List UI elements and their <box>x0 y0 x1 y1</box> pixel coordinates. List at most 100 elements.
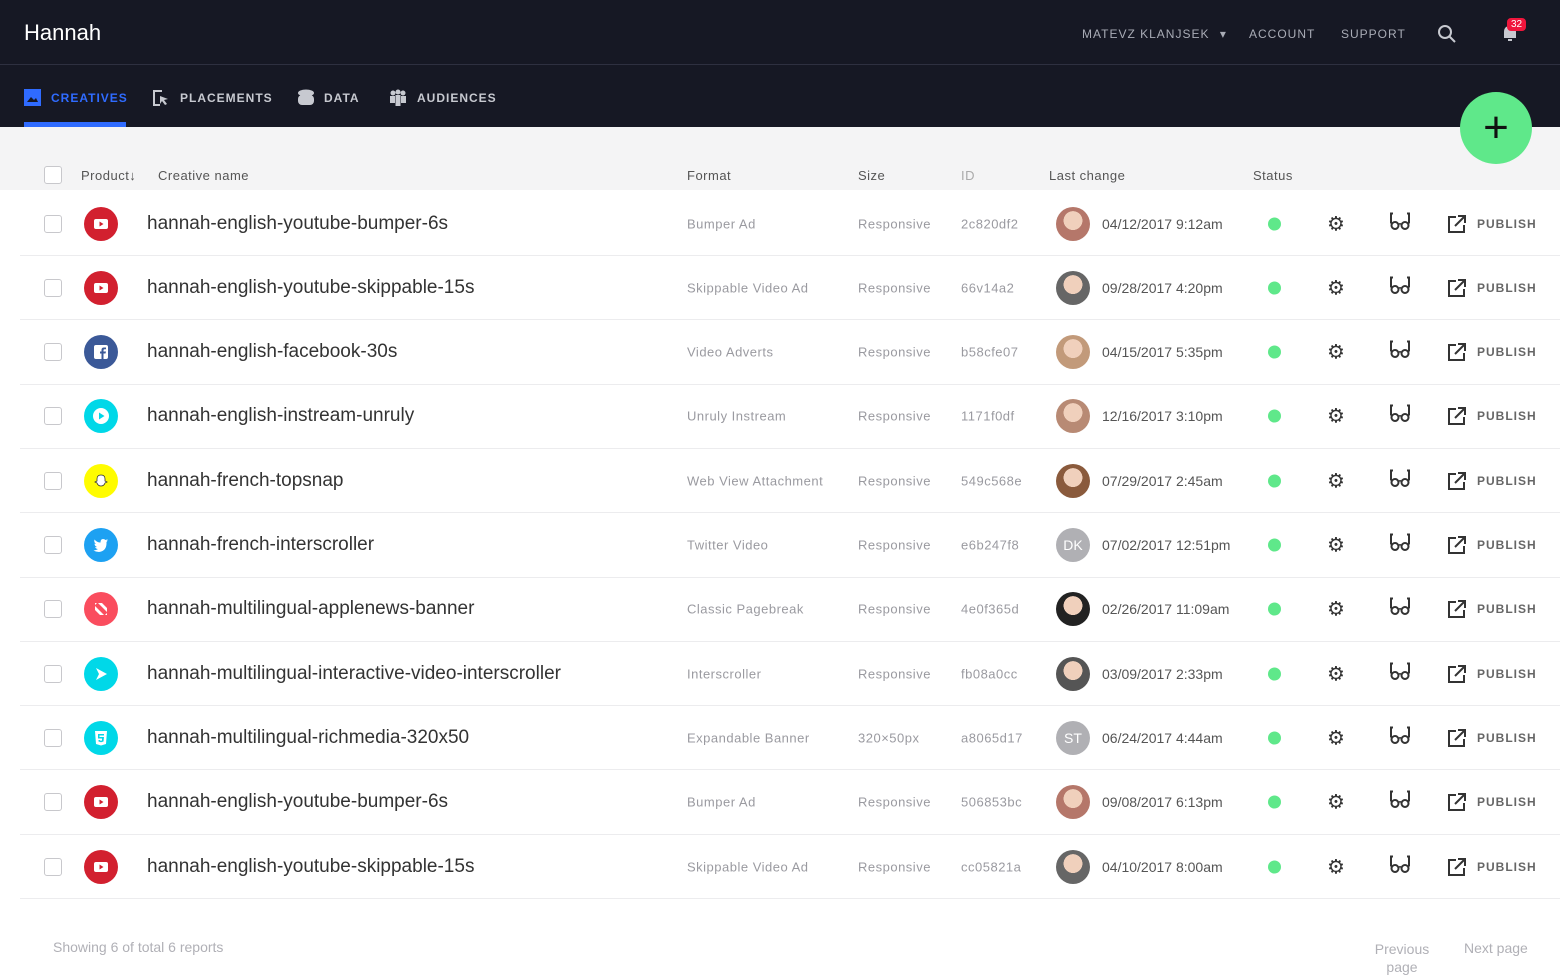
publish-button[interactable]: PUBLISH <box>1447 792 1537 812</box>
publish-button[interactable]: PUBLISH <box>1447 535 1537 555</box>
publish-button[interactable]: PUBLISH <box>1447 278 1537 298</box>
settings-button[interactable]: ⚙ <box>1327 597 1345 622</box>
settings-button[interactable]: ⚙ <box>1327 790 1345 815</box>
settings-button[interactable]: ⚙ <box>1327 211 1345 236</box>
active-tab-indicator <box>24 122 126 127</box>
row-checkbox[interactable] <box>44 214 62 233</box>
row-checkbox[interactable] <box>44 793 62 812</box>
row-checkbox[interactable] <box>44 471 62 490</box>
table-row[interactable]: hannah-multilingual-richmedia-320x50 Exp… <box>20 706 1560 771</box>
creative-name[interactable]: hannah-english-facebook-30s <box>147 341 398 363</box>
publish-button[interactable]: PUBLISH <box>1447 728 1537 748</box>
preview-button[interactable] <box>1390 276 1410 299</box>
glasses-icon <box>1390 726 1410 744</box>
row-checkbox[interactable] <box>44 343 62 362</box>
creative-name[interactable]: hannah-french-interscroller <box>147 534 375 555</box>
table-row[interactable]: hannah-english-youtube-bumper-6s Bumper … <box>20 771 1560 835</box>
creative-name[interactable]: hannah-english-instream-unruly <box>147 405 415 427</box>
preview-button[interactable] <box>1390 726 1410 749</box>
search-icon[interactable] <box>1437 24 1457 44</box>
settings-button[interactable]: ⚙ <box>1327 661 1345 686</box>
creative-name[interactable]: hannah-english-youtube-skippable-15s <box>147 276 475 298</box>
row-checkbox[interactable] <box>44 857 62 876</box>
row-checkbox[interactable] <box>44 728 62 747</box>
row-checkbox[interactable] <box>44 536 62 554</box>
settings-button[interactable]: ⚙ <box>1327 468 1345 493</box>
column-name[interactable]: Creative name <box>158 168 250 183</box>
preview-button[interactable] <box>1390 533 1410 557</box>
row-checkbox[interactable] <box>44 278 62 297</box>
size: Responsive <box>858 794 931 810</box>
publish-button[interactable]: PUBLISH <box>1447 342 1537 362</box>
add-creative-button[interactable]: + <box>1460 92 1532 164</box>
column-product[interactable]: Product↓ <box>81 168 137 183</box>
preview-button[interactable] <box>1390 404 1410 428</box>
preview-button[interactable] <box>1390 597 1410 621</box>
table-row[interactable]: hannah-multilingual-applenews-banner Cla… <box>20 578 1560 642</box>
settings-button[interactable]: ⚙ <box>1327 404 1345 429</box>
publish-button[interactable]: PUBLISH <box>1447 599 1537 619</box>
table-row[interactable]: hannah-english-youtube-skippable-15s Ski… <box>20 835 1560 899</box>
preview-button[interactable] <box>1390 790 1410 814</box>
publish-button[interactable]: PUBLISH <box>1447 857 1537 877</box>
tab-placements[interactable]: PLACEMENTS <box>152 89 273 107</box>
settings-button[interactable]: ⚙ <box>1327 854 1345 879</box>
size: Responsive <box>858 280 931 296</box>
settings-button[interactable]: ⚙ <box>1327 340 1345 365</box>
creative-name[interactable]: hannah-multilingual-interactive-video-in… <box>147 662 561 684</box>
tab-data[interactable]: DATA <box>298 89 360 107</box>
account-link[interactable]: ACCOUNT <box>1249 27 1316 41</box>
tab-label: AUDIENCES <box>417 91 497 105</box>
publish-label: PUBLISH <box>1477 216 1537 231</box>
glasses-icon <box>1390 212 1410 230</box>
preview-button[interactable] <box>1390 340 1410 364</box>
row-checkbox[interactable] <box>44 600 62 619</box>
creative-name[interactable]: hannah-french-topsnap <box>147 469 344 491</box>
table-row[interactable]: hannah-english-facebook-30s Video Advert… <box>20 321 1560 385</box>
row-checkbox[interactable] <box>44 407 62 426</box>
creative-name[interactable]: hannah-multilingual-richmedia-320x50 <box>147 726 470 748</box>
previous-page-button[interactable]: Previous page <box>1374 941 1430 975</box>
settings-button[interactable]: ⚙ <box>1327 725 1345 750</box>
settings-button[interactable]: ⚙ <box>1327 275 1345 300</box>
creative-name[interactable]: hannah-multilingual-applenews-banner <box>147 598 475 620</box>
format: Expandable Banner <box>687 730 810 746</box>
creative-name[interactable]: hannah-english-youtube-bumper-6s <box>147 791 449 813</box>
column-status[interactable]: Status <box>1253 168 1293 183</box>
publish-label: PUBLISH <box>1477 345 1537 360</box>
preview-button[interactable] <box>1390 469 1410 492</box>
glasses-icon <box>1390 597 1410 616</box>
gear-icon: ⚙ <box>1327 405 1345 428</box>
settings-button[interactable]: ⚙ <box>1327 533 1345 558</box>
table-row[interactable]: hannah-english-youtube-skippable-15s Ski… <box>20 256 1560 321</box>
row-checkbox[interactable] <box>44 664 62 683</box>
tab-audiences[interactable]: AUDIENCES <box>389 89 497 107</box>
format: Interscroller <box>687 666 762 682</box>
support-link[interactable]: SUPPORT <box>1341 27 1406 41</box>
table-row[interactable]: hannah-french-topsnap Web View Attachmen… <box>20 449 1560 514</box>
publish-button[interactable]: PUBLISH <box>1447 406 1537 426</box>
column-last-change[interactable]: Last change <box>1049 168 1126 183</box>
results-summary: Showing 6 of total 6 reports <box>53 939 224 955</box>
table-row[interactable]: hannah-english-youtube-bumper-6s Bumper … <box>20 192 1560 256</box>
publish-label: PUBLISH <box>1477 666 1537 681</box>
creative-name[interactable]: hannah-english-youtube-skippable-15s <box>147 855 475 877</box>
column-format[interactable]: Format <box>687 168 732 183</box>
youtube-icon <box>84 785 118 820</box>
preview-button[interactable] <box>1390 662 1410 685</box>
next-page-button[interactable]: Next page <box>1464 940 1528 956</box>
publish-button[interactable]: PUBLISH <box>1447 471 1537 491</box>
creative-name[interactable]: hannah-english-youtube-bumper-6s <box>147 212 449 234</box>
table-row[interactable]: hannah-english-instream-unruly Unruly In… <box>20 385 1560 449</box>
publish-button[interactable]: PUBLISH <box>1447 664 1537 684</box>
tab-creatives[interactable]: CREATIVES <box>24 89 128 106</box>
user-menu[interactable]: MATEVZ KLANJSEK ▾ <box>1082 27 1227 41</box>
column-id[interactable]: ID <box>961 168 975 183</box>
table-row[interactable]: hannah-french-interscroller Twitter Vide… <box>20 514 1560 578</box>
preview-button[interactable] <box>1390 212 1410 235</box>
publish-button[interactable]: PUBLISH <box>1447 214 1537 234</box>
column-size[interactable]: Size <box>858 168 886 183</box>
select-all-checkbox[interactable] <box>44 166 62 184</box>
table-row[interactable]: hannah-multilingual-interactive-video-in… <box>20 642 1560 707</box>
preview-button[interactable] <box>1390 855 1410 878</box>
